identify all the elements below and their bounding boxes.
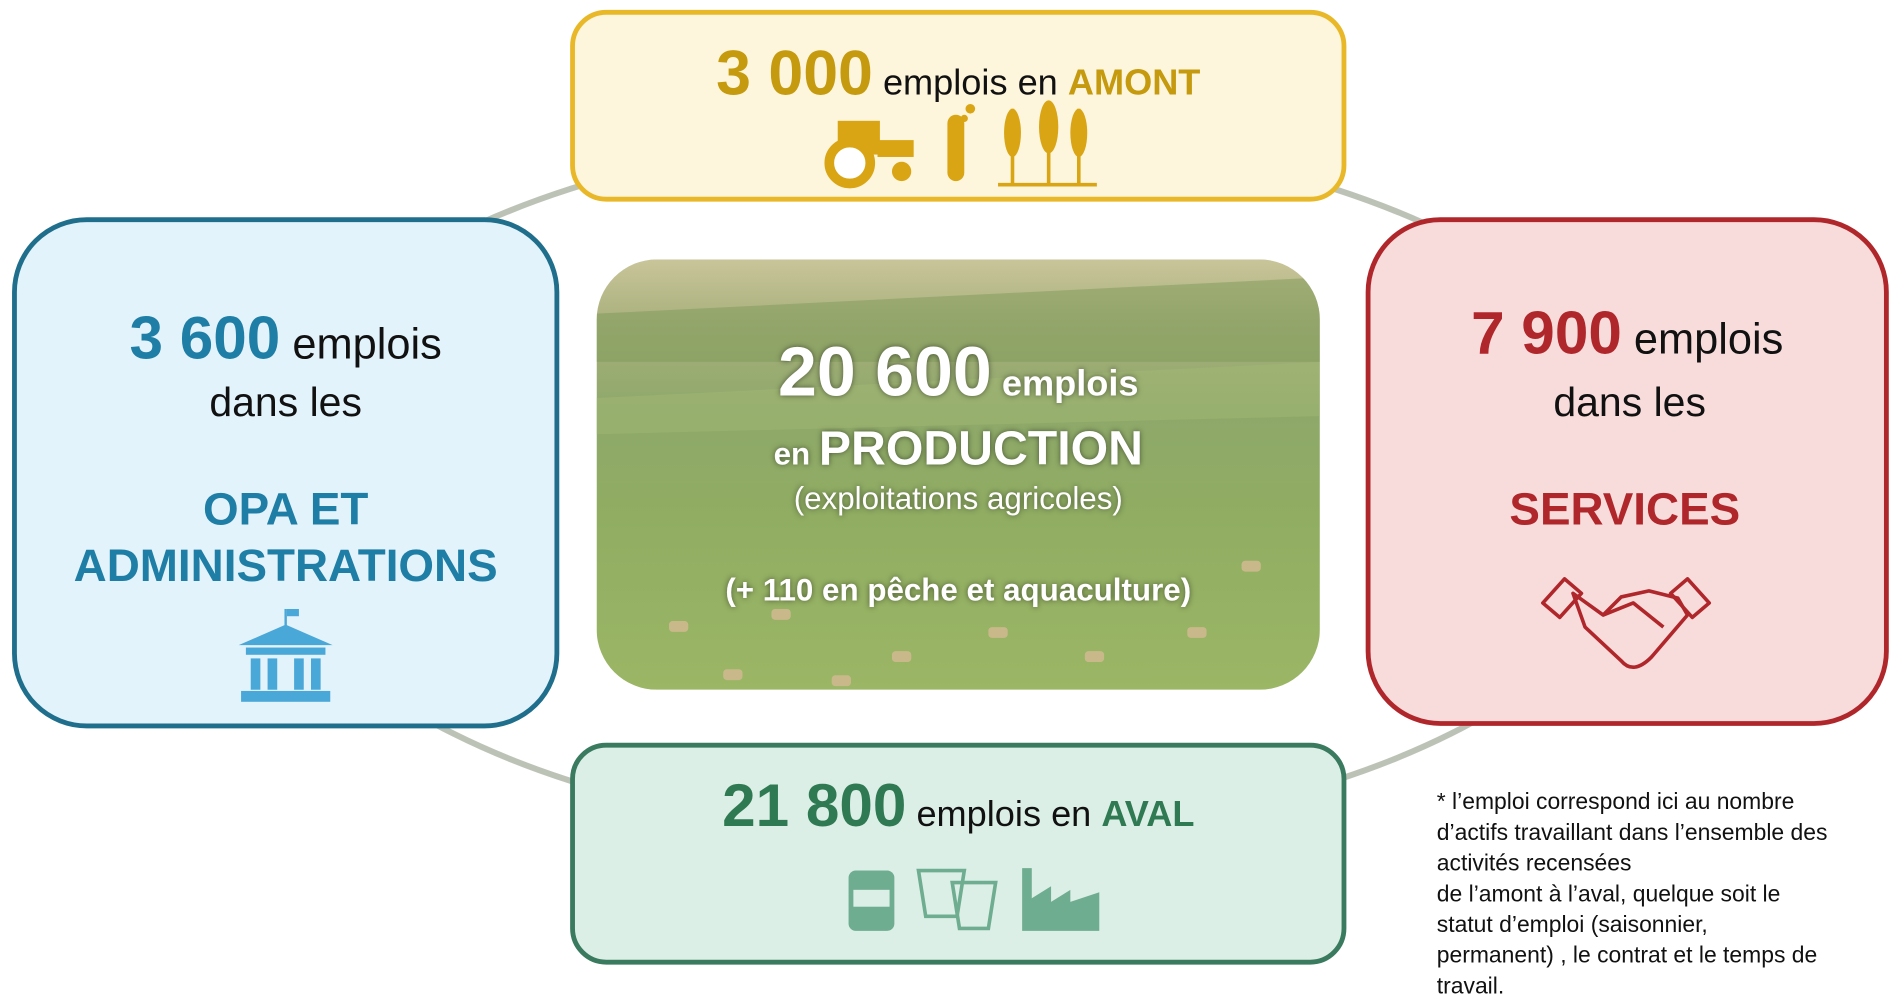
production-box: 20 600 emplois en PRODUCTION (exploitati… (597, 259, 1320, 689)
services-box: 7 900 emplois dans les SERVICES (1368, 220, 1886, 724)
opa-box: 3 600 emplois dans les OPA ET ADMINISTRA… (14, 220, 556, 726)
services-label: SERVICES (1509, 484, 1740, 535)
production-sub: (exploitations agricoles) (794, 481, 1123, 516)
services-line2: dans les (1553, 379, 1706, 425)
footnote-line: travail. (1437, 972, 1504, 998)
infographic: 3 000 emplois en AMONT 3 600 emplois dan… (0, 0, 1890, 1001)
production-extra: (+ 110 en pêche et aquaculture) (725, 573, 1191, 608)
footnote-line: d’actifs travaillant dans l’ensemble des (1437, 819, 1828, 845)
footnote: * l’emploi correspond ici au nombre d’act… (1437, 788, 1828, 998)
footnote-line: statut d’emploi (saisonnier, (1437, 911, 1708, 937)
footnote-line: activités recensées (1437, 850, 1632, 876)
opa-label: OPA ET (203, 484, 368, 535)
aval-box: 21 800 emplois en AVAL (573, 745, 1344, 962)
footnote-line: permanent) , le contrat et le temps de (1437, 942, 1817, 968)
footnote-line: de l’amont à l’aval, quelque soit le (1437, 880, 1781, 906)
production-label: en PRODUCTION (774, 421, 1143, 475)
opa-label: ADMINISTRATIONS (74, 540, 498, 591)
opa-line2: dans les (209, 379, 362, 425)
footnote-line: * l’emploi correspond ici au nombre (1437, 788, 1795, 814)
amont-box: 3 000 emplois en AMONT (573, 12, 1344, 199)
